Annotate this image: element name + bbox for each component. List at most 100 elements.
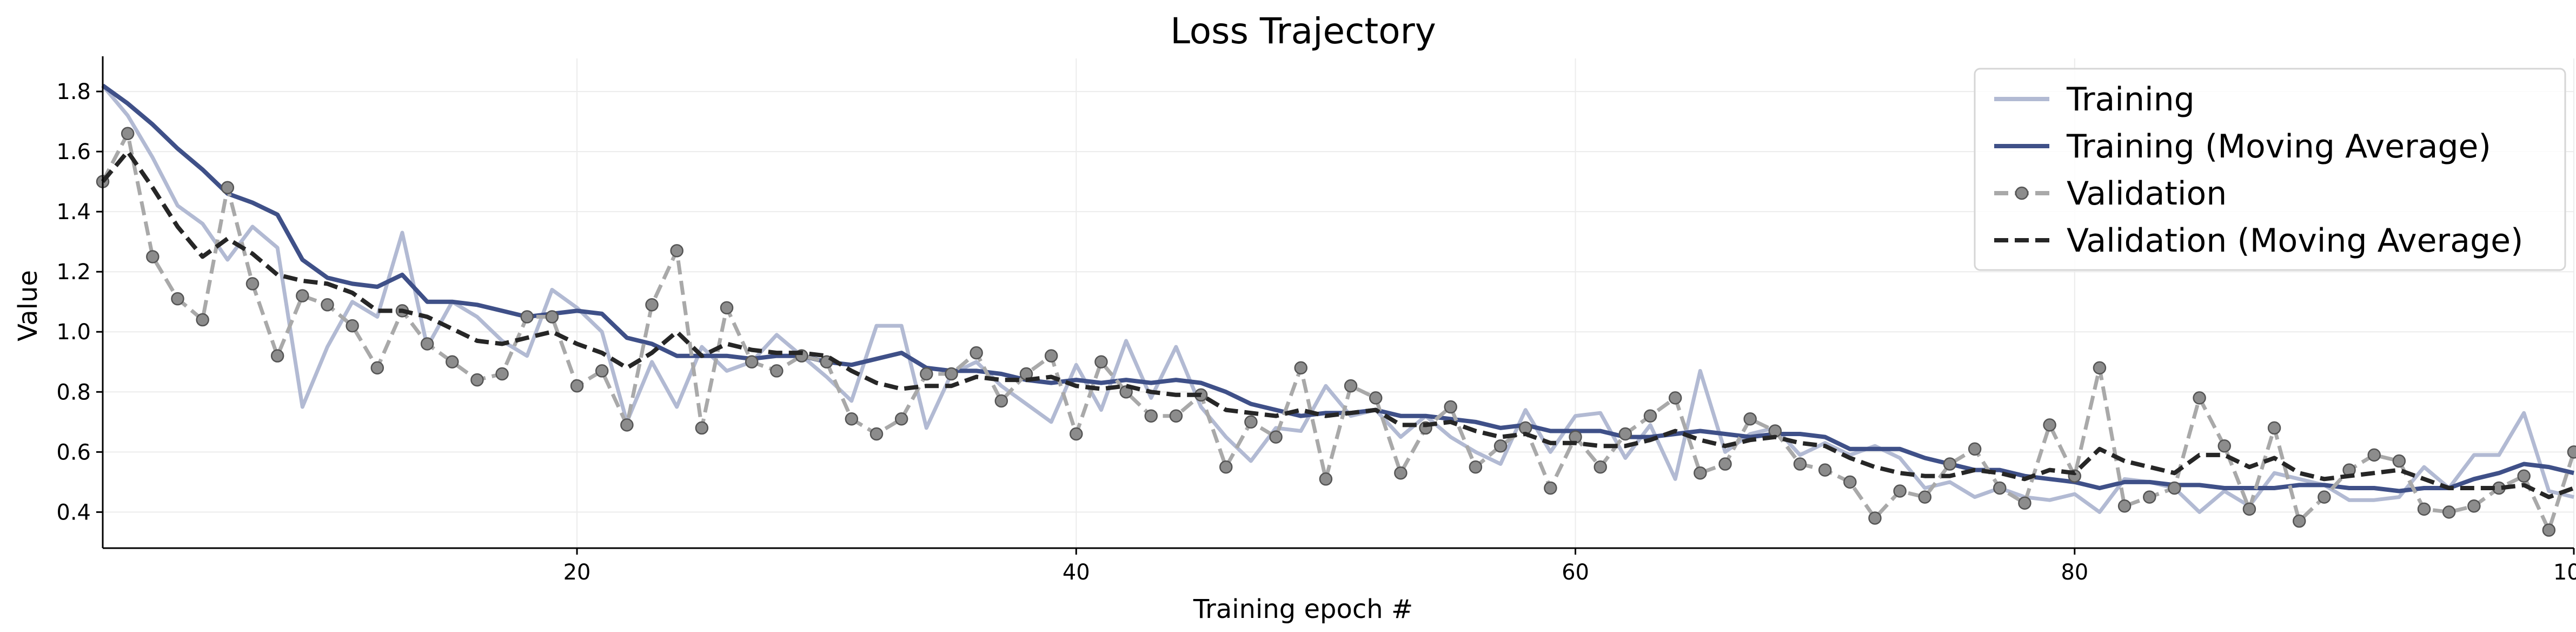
validation-point: [2292, 514, 2306, 528]
validation-point: [1618, 427, 1632, 441]
y-tick-label: 1.8: [56, 80, 91, 104]
validation-point: [495, 367, 509, 381]
legend-label: Validation (Moving Average): [2067, 222, 2523, 260]
validation-point: [2367, 448, 2381, 462]
validation-point: [245, 277, 260, 291]
validation-point: [2093, 361, 2107, 375]
validation-point: [2392, 454, 2406, 468]
validation-point: [270, 349, 284, 363]
validation-point: [2318, 490, 2331, 504]
validation-point: [221, 181, 235, 194]
validation-point: [845, 412, 859, 426]
legend-label: Training: [2066, 81, 2195, 119]
validation-point: [446, 355, 459, 369]
validation-point: [1269, 430, 1283, 444]
validation-point: [1818, 463, 1832, 477]
validation-point: [171, 292, 184, 306]
validation-point: [1394, 466, 1407, 480]
validation-point: [1244, 415, 1258, 429]
validation-point: [894, 412, 908, 426]
validation-point: [1319, 472, 1333, 486]
validation-point: [745, 355, 759, 369]
validation-point: [869, 427, 884, 441]
validation-point: [146, 250, 160, 264]
validation-point: [770, 364, 784, 378]
validation-point: [1070, 427, 1083, 441]
validation-point: [1643, 409, 1657, 423]
validation-point: [1044, 349, 1058, 363]
x-tick-label: 20: [563, 560, 591, 585]
legend-label: Training (Moving Average): [2066, 128, 2491, 166]
validation-point: [1219, 460, 1233, 474]
validation-point: [1594, 460, 1607, 474]
validation-point: [2567, 445, 2576, 459]
validation-point: [1469, 460, 1483, 474]
validation-point: [970, 346, 983, 360]
validation-point: [2467, 499, 2481, 513]
validation-point: [1694, 466, 1707, 480]
validation-point: [1943, 457, 1957, 471]
validation-point: [1668, 391, 1682, 405]
axes-layer: 20 40 60 80 100 0.4 0.6 0.8 1.0 1.2 1.4 1.6 1.8: [56, 56, 2576, 585]
validation-point: [1294, 361, 1308, 375]
validation-point: [1918, 490, 1932, 504]
validation-point: [520, 310, 534, 324]
x-axis-title: Training epoch #: [1193, 594, 1413, 624]
validation-point: [196, 313, 209, 327]
validation-point: [2267, 421, 2281, 435]
legend: Training Training (Moving Average) Validat…: [1974, 68, 2566, 271]
validation-point: [620, 418, 634, 432]
y-tick-label: 0.6: [56, 440, 91, 465]
validation-point: [994, 394, 1008, 408]
chart-title: Loss Trajectory: [1170, 10, 1436, 52]
validation-point: [2043, 418, 2056, 432]
validation-point: [2218, 439, 2231, 453]
validation-point: [1718, 457, 1732, 471]
validation-point: [346, 319, 359, 333]
validation-point: [1094, 355, 1108, 369]
validation-point: [1169, 409, 1183, 423]
legend-box: [1974, 68, 2566, 271]
validation-point: [570, 379, 584, 393]
validation-point: [2242, 502, 2256, 516]
validation-point: [121, 127, 135, 141]
validation-point: [1793, 457, 1807, 471]
validation-point: [1344, 379, 1358, 393]
x-tick-label: 40: [1063, 560, 1090, 585]
validation-point: [1544, 481, 1557, 495]
validation-point: [2117, 499, 2132, 513]
y-tick-label: 1.2: [56, 260, 91, 285]
validation-point: [1893, 484, 1907, 498]
validation-point: [1993, 481, 2007, 495]
y-axis-title: Value: [13, 270, 43, 341]
validation-point: [945, 367, 958, 381]
y-tick-label: 0.8: [56, 380, 91, 405]
validation-point: [1493, 439, 1508, 453]
validation-point: [1444, 400, 1457, 414]
validation-point: [321, 298, 334, 312]
y-tick-label: 1.4: [56, 200, 91, 225]
validation-point: [545, 310, 559, 324]
x-tick-label: 60: [1562, 560, 1589, 585]
validation-point: [1868, 511, 1882, 525]
validation-point: [420, 337, 434, 351]
validation-point: [296, 289, 309, 302]
validation-point: [2417, 502, 2431, 516]
validation-point: [645, 298, 659, 312]
validation-point: [2143, 490, 2156, 504]
x-tick-label: 80: [2061, 560, 2088, 585]
validation-point: [2018, 496, 2031, 510]
validation-point: [1743, 412, 1757, 426]
validation-point: [670, 244, 683, 258]
y-tick-label: 1.0: [56, 320, 91, 345]
validation-point: [720, 301, 734, 315]
validation-point: [370, 361, 384, 375]
validation-point: [2517, 469, 2531, 483]
validation-point: [470, 373, 484, 387]
y-tick-label: 0.4: [56, 500, 91, 525]
validation-point: [1968, 442, 1982, 456]
series-line-validation-moving-average-: [101, 149, 2575, 499]
validation-point: [920, 367, 933, 381]
validation-point: [2442, 505, 2456, 519]
